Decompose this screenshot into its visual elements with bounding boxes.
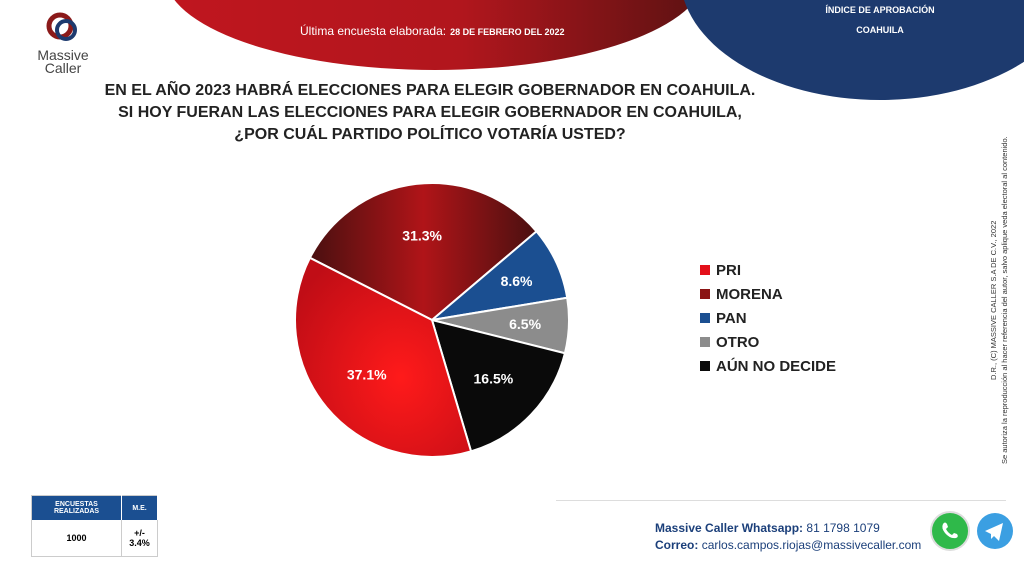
data-label: 8.6%	[501, 273, 533, 289]
whatsapp-number[interactable]: 81 1798 1079	[806, 521, 880, 535]
legend-swatch	[700, 313, 710, 323]
logo-icon	[46, 12, 77, 41]
data-label: 31.3%	[402, 228, 442, 244]
index-title: ÍNDICE DE APROBACIÓN	[825, 5, 935, 15]
table-cell: +/- 3.4%	[121, 520, 158, 557]
legend-label: MORENA	[716, 285, 783, 303]
question-line: SI HOY FUERAN LAS ELECCIONES PARA ELEGIR…	[118, 104, 742, 121]
legend-label: PRI	[716, 261, 742, 279]
table-header: M.E.	[121, 495, 158, 520]
copyright-line: D.R., (C) MASSIVE CALLER S.A DE C.V., 20…	[989, 220, 998, 380]
legend-label: AÚN NO DECIDE	[716, 357, 837, 375]
legend-item: PAN	[700, 306, 836, 330]
survey-date: Última encuesta elaborada: 28 DE FEBRERO …	[300, 24, 564, 38]
legend-item: AÚN NO DECIDE	[700, 354, 836, 378]
copyright-note: D.R., (C) MASSIVE CALLER S.A DE C.V., 20…	[988, 120, 1014, 480]
question-title: EN EL AÑO 2023 HABRÁ ELECCIONES PARA ELE…	[60, 80, 800, 146]
divider	[556, 500, 1006, 501]
logo-text-2: Caller	[44, 60, 82, 76]
data-label: 16.5%	[474, 371, 514, 387]
whatsapp-label: Massive Caller Whatsapp:	[655, 521, 804, 535]
data-label: 6.5%	[509, 316, 541, 332]
legend-swatch	[700, 265, 710, 275]
email-label: Correo:	[655, 538, 699, 552]
logo-text-1: Massive	[37, 47, 89, 63]
legend-label: PAN	[716, 309, 747, 327]
header-blue-banner	[684, 0, 1024, 100]
legend-swatch	[700, 337, 710, 347]
legend-swatch	[700, 289, 710, 299]
legend-swatch	[700, 361, 710, 371]
logo: Massive Caller	[28, 12, 98, 75]
data-label: 37.1%	[347, 366, 387, 382]
state-title: COAHUILA	[856, 25, 904, 35]
survey-date-value: 28 DE FEBRERO DEL 2022	[450, 27, 565, 37]
copyright-line: Se autoriza la reproducción al hacer ref…	[1000, 136, 1009, 464]
legend-item: PRI	[700, 258, 836, 282]
pie-slice-pri	[294, 256, 473, 458]
table-cell: 1000	[31, 520, 123, 557]
telegram-icon[interactable]	[977, 513, 1013, 549]
question-line: EN EL AÑO 2023 HABRÁ ELECCIONES PARA ELE…	[104, 82, 756, 99]
question-line: ¿POR CUÁL PARTIDO POLÍTICO VOTARÍA USTED…	[234, 126, 626, 143]
social-icons	[930, 511, 1013, 551]
pie-slice-aún-no-decide	[430, 318, 567, 453]
survey-info-table: ENCUESTAS REALIZADAS M.E. 1000 +/- 3.4%	[31, 495, 158, 557]
survey-date-label: Última encuesta elaborada:	[300, 24, 447, 38]
table-header: ENCUESTAS REALIZADAS	[31, 495, 123, 520]
legend-item: MORENA	[700, 282, 836, 306]
header-banners	[174, 0, 1024, 100]
contact-info: Massive Caller Whatsapp: 81 1798 1079 Co…	[655, 520, 921, 554]
whatsapp-icon[interactable]	[930, 511, 970, 551]
header-red-banner	[174, 0, 696, 70]
email-link[interactable]: carlos.campos.riojas@massivecaller.com	[701, 538, 922, 552]
legend: PRI MORENA PAN OTRO AÚN NO DECIDE	[700, 258, 836, 378]
legend-label: OTRO	[716, 333, 760, 351]
legend-item: OTRO	[700, 330, 836, 354]
